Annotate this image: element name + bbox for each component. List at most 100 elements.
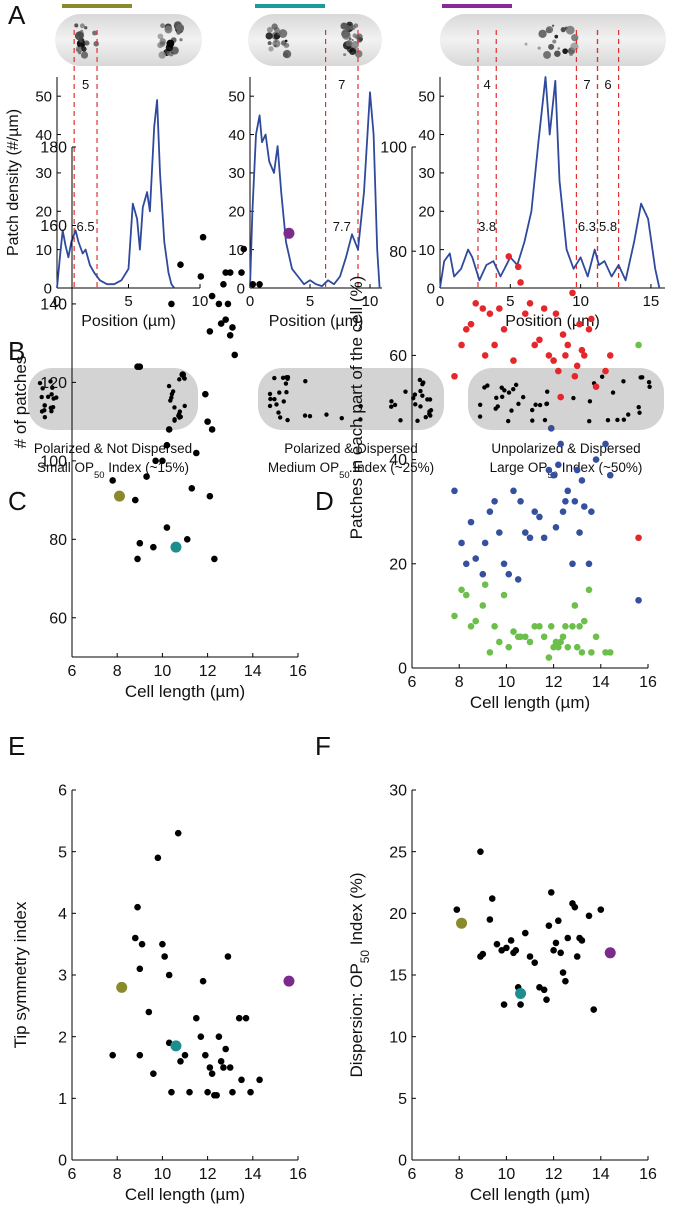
x-tick-label: 10 bbox=[192, 293, 209, 310]
patch-dot bbox=[417, 377, 423, 383]
x-tick-label: 14 bbox=[592, 1166, 610, 1183]
patch-dot bbox=[42, 403, 47, 408]
y-tick-label: 30 bbox=[35, 165, 52, 182]
y-tick-label: 3 bbox=[58, 968, 67, 985]
point bbox=[472, 300, 480, 307]
point bbox=[585, 326, 593, 333]
x-axis-label: Position (µm) bbox=[505, 313, 600, 330]
point bbox=[451, 372, 458, 380]
patch bbox=[271, 23, 278, 30]
point bbox=[226, 332, 234, 339]
x-tick-label: 12 bbox=[545, 674, 563, 691]
patch bbox=[159, 38, 167, 45]
x-axis-label: Cell length (µm) bbox=[470, 693, 590, 712]
caption-part: Small OP bbox=[37, 460, 94, 475]
y-tick-label: 160 bbox=[40, 218, 67, 235]
point bbox=[458, 586, 465, 594]
x-tick-label: 6 bbox=[408, 1166, 417, 1183]
caption-part: Index (~25%) bbox=[350, 460, 434, 475]
point bbox=[283, 227, 295, 239]
point bbox=[592, 456, 600, 463]
point bbox=[555, 461, 562, 469]
point bbox=[453, 906, 461, 913]
point bbox=[505, 643, 513, 651]
point bbox=[526, 953, 534, 960]
point bbox=[222, 316, 229, 323]
color-bar bbox=[255, 4, 325, 8]
patch-dot bbox=[281, 399, 286, 404]
patch-dot bbox=[537, 402, 543, 408]
y-axis-label-part: Dispersion: OP bbox=[347, 963, 366, 1077]
point bbox=[226, 269, 234, 276]
point bbox=[552, 638, 560, 646]
region-density: 7.7 bbox=[333, 219, 351, 234]
patch bbox=[77, 48, 80, 51]
point bbox=[540, 534, 548, 542]
point bbox=[224, 300, 232, 308]
point bbox=[505, 570, 513, 578]
patch bbox=[78, 46, 82, 50]
point bbox=[481, 581, 489, 588]
patch bbox=[78, 51, 82, 55]
point bbox=[517, 633, 524, 641]
patch-dot bbox=[170, 389, 176, 394]
y-tick-label: 15 bbox=[389, 968, 407, 985]
point bbox=[177, 1058, 184, 1065]
patch-dot bbox=[621, 379, 626, 384]
point bbox=[512, 947, 520, 954]
patch bbox=[342, 31, 351, 40]
point bbox=[571, 602, 579, 609]
region-count: 4 bbox=[483, 77, 490, 92]
panel-label: C bbox=[8, 486, 27, 516]
x-axis-label: Cell length (µm) bbox=[125, 682, 245, 701]
y-axis-label-part: 50 bbox=[358, 950, 372, 964]
point bbox=[510, 628, 517, 635]
x-axis-label: Cell length (µm) bbox=[470, 1185, 590, 1204]
patch-dot bbox=[423, 414, 428, 420]
point bbox=[256, 281, 263, 288]
y-tick-label: 10 bbox=[228, 242, 245, 259]
patch bbox=[352, 33, 358, 38]
point bbox=[458, 341, 465, 349]
y-tick-label: 60 bbox=[49, 610, 67, 627]
patch-dot bbox=[172, 418, 177, 423]
point bbox=[557, 949, 564, 957]
patch-dot bbox=[389, 404, 394, 409]
point bbox=[547, 889, 555, 896]
point bbox=[592, 633, 600, 641]
y-tick-label: 100 bbox=[40, 453, 67, 470]
x-tick-label: 14 bbox=[244, 663, 262, 680]
point bbox=[170, 541, 182, 553]
point bbox=[604, 947, 616, 959]
patch bbox=[81, 46, 87, 52]
point bbox=[217, 1058, 225, 1065]
region-density: 6.3 bbox=[578, 219, 596, 234]
patch-dot bbox=[499, 394, 505, 399]
point bbox=[517, 1001, 524, 1008]
point bbox=[462, 326, 470, 333]
x-tick-label: 14 bbox=[244, 1166, 262, 1183]
point bbox=[564, 934, 572, 942]
point bbox=[555, 917, 562, 925]
patch bbox=[83, 40, 90, 46]
x-tick-label: 0 bbox=[436, 293, 444, 310]
patch-dot bbox=[277, 390, 282, 395]
patch-dot bbox=[285, 417, 290, 423]
patch bbox=[281, 40, 287, 46]
patch-dot bbox=[520, 394, 526, 400]
point bbox=[526, 534, 534, 542]
patch-dot bbox=[485, 383, 490, 388]
point bbox=[517, 497, 524, 505]
y-tick-label: 25 bbox=[389, 844, 407, 861]
caption-part: Medium OP bbox=[268, 460, 339, 475]
patch bbox=[176, 23, 185, 32]
point bbox=[545, 466, 553, 474]
patch-dot bbox=[421, 380, 426, 385]
point bbox=[163, 441, 171, 449]
patch-dot bbox=[637, 410, 642, 415]
point bbox=[569, 560, 576, 568]
y-tick-label: 20 bbox=[389, 906, 407, 923]
caption: Unpolarized & Dispersed bbox=[491, 441, 640, 456]
patch-dot bbox=[605, 417, 611, 423]
x-axis-label: Cell length (µm) bbox=[125, 1185, 245, 1204]
